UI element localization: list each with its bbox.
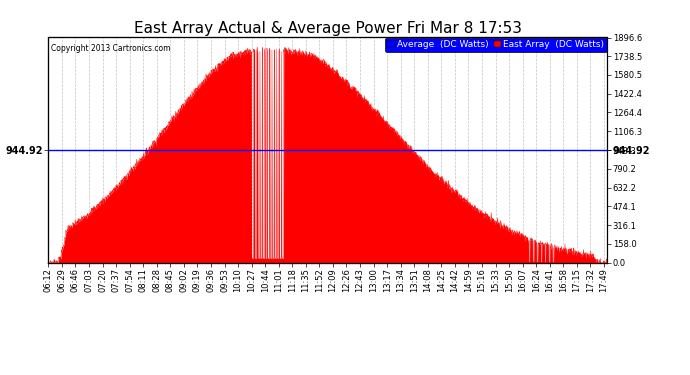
Legend: Average  (DC Watts), East Array  (DC Watts): Average (DC Watts), East Array (DC Watts…: [385, 38, 607, 52]
Text: Copyright 2013 Cartronics.com: Copyright 2013 Cartronics.com: [51, 44, 170, 53]
Title: East Array Actual & Average Power Fri Mar 8 17:53: East Array Actual & Average Power Fri Ma…: [134, 21, 522, 36]
